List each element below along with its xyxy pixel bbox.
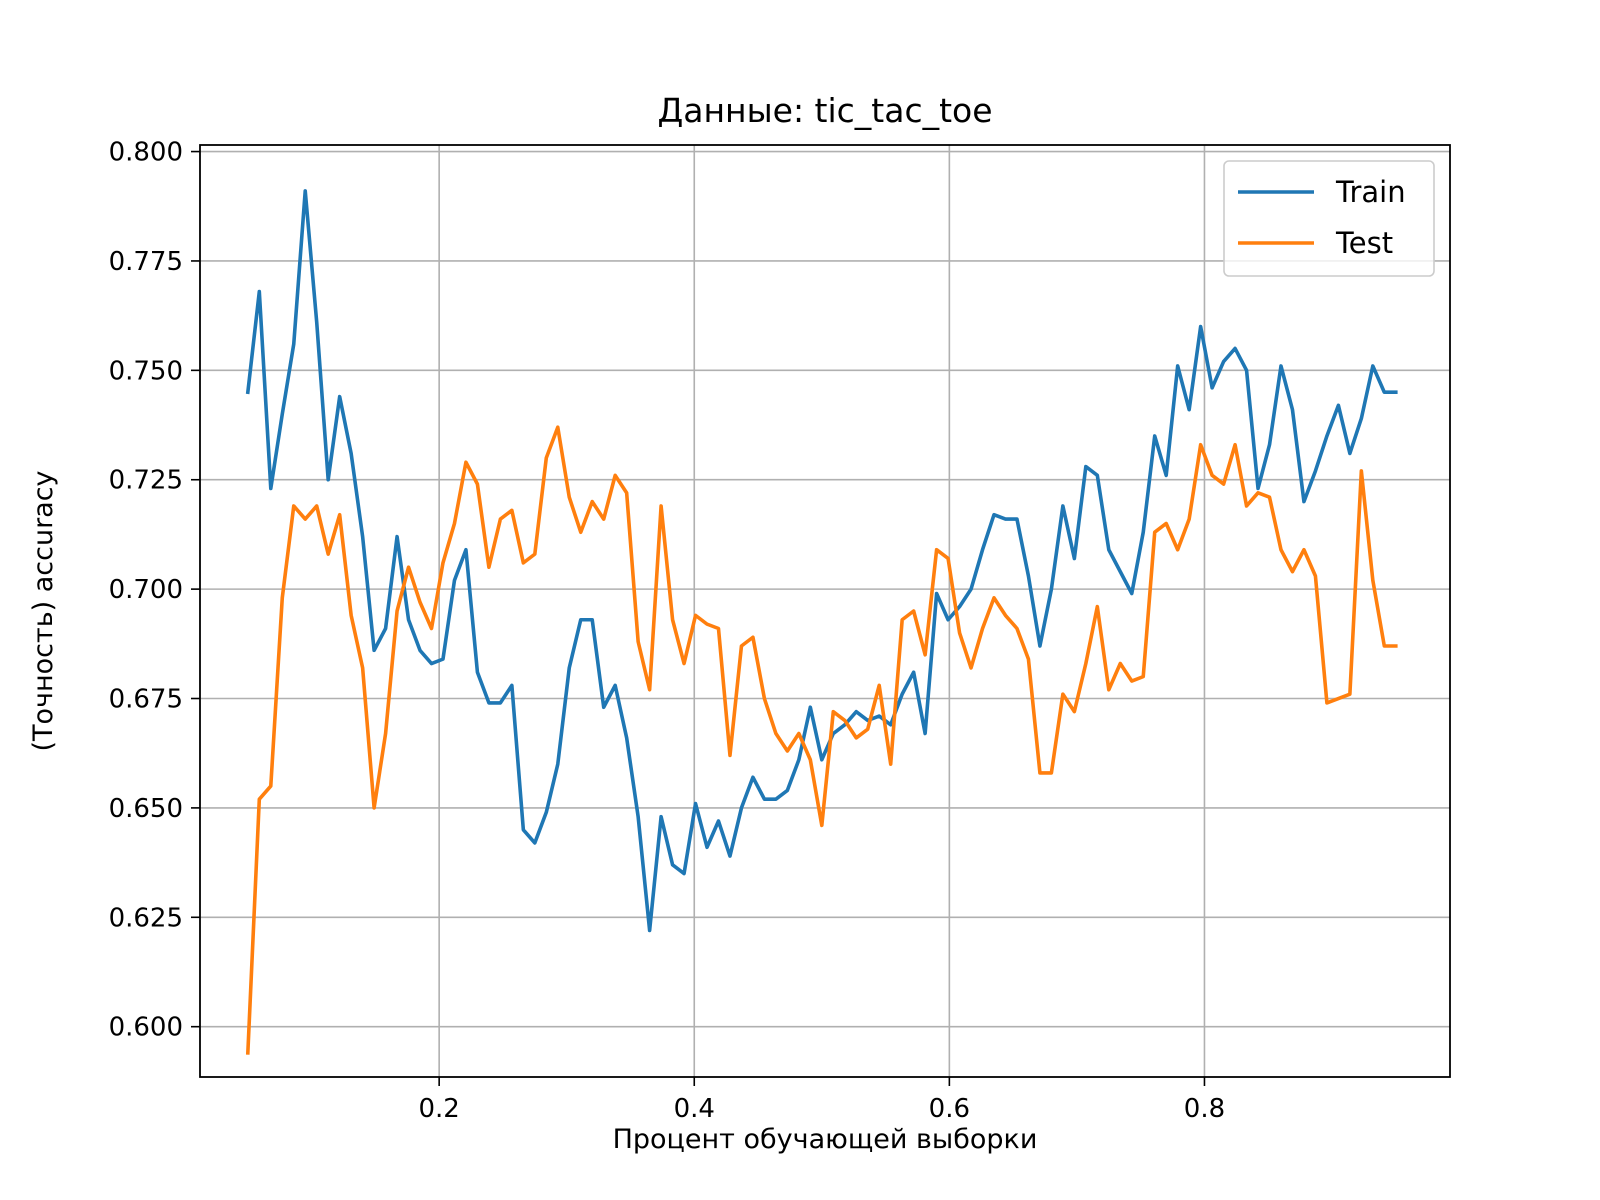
y-tick-label: 0.750	[109, 356, 183, 386]
x-tick-label: 0.4	[674, 1094, 715, 1124]
x-tick-label: 0.8	[1184, 1094, 1225, 1124]
series-line-test	[245, 425, 1398, 1055]
legend-label-train: Train	[1335, 175, 1406, 209]
x-tick-label: 0.2	[418, 1094, 459, 1124]
y-tick-label: 0.775	[109, 247, 183, 277]
y-tick-label: 0.675	[109, 685, 183, 715]
y-axis-label: (Точность) accuracy	[28, 470, 59, 751]
chart-title: Данные: tic_tac_toe	[657, 91, 992, 130]
x-axis-label: Процент обучающей выборки	[613, 1124, 1038, 1155]
series-line-train	[245, 189, 1398, 933]
y-tick-label: 0.700	[109, 575, 183, 605]
legend: Train Test	[1223, 160, 1435, 277]
y-tick-label: 0.650	[109, 794, 183, 824]
y-tick-label: 0.725	[109, 466, 183, 496]
x-tick-label: 0.6	[929, 1094, 970, 1124]
y-tick-label: 0.800	[109, 138, 183, 168]
legend-label-test: Test	[1335, 226, 1393, 260]
y-tick-label: 0.600	[109, 1013, 183, 1043]
plot-area-frame	[199, 144, 1451, 1078]
legend-frame	[1223, 160, 1435, 277]
y-tick-label: 0.625	[109, 903, 183, 933]
